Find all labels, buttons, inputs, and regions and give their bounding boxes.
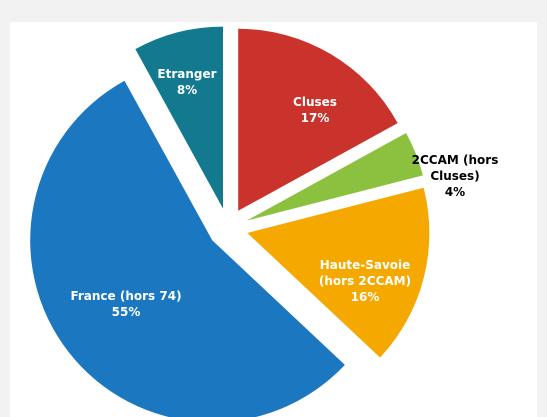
slice-value: 4% [444, 185, 466, 199]
slice-label: France (hors 74) 55% [61, 288, 191, 320]
slice-value: 8% [176, 83, 198, 97]
slice-name: 2CCAM (hors Cluses) [411, 153, 499, 183]
slice-label: Haute-Savoie (hors 2CCAM) 16% [315, 257, 415, 305]
slice-name: Cluses [293, 95, 337, 109]
slice-label: Etranger 8% [152, 66, 222, 98]
slice-value: 55% [111, 305, 141, 319]
slice-name: Etranger [157, 67, 217, 81]
slice-value: 17% [300, 111, 330, 125]
slice-name: France (hors 74) [70, 289, 182, 303]
pie-slice [30, 80, 345, 417]
slice-name: Haute-Savoie (hors 2CCAM) [318, 258, 412, 288]
pie-slice [135, 26, 224, 209]
slice-label: Cluses 17% [270, 94, 360, 126]
slice-value: 16% [350, 290, 380, 304]
pie-slice [246, 132, 423, 221]
pie-slice [238, 28, 398, 211]
pie-slice [247, 187, 430, 358]
slice-label: 2CCAM (hors Cluses) 4% [410, 152, 500, 200]
